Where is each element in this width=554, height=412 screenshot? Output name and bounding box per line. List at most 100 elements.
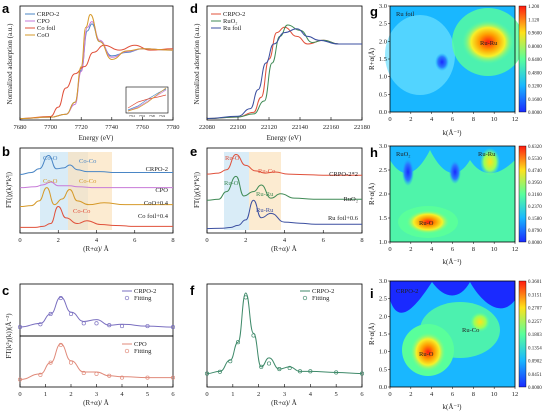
inset-tick-3: 7724 — [159, 114, 166, 118]
panel-f-legend: CRPO-2 Fitting — [300, 288, 334, 302]
xtick-label: 22080 — [199, 124, 215, 131]
heatmap-g-title: Ru foil — [396, 11, 414, 18]
fit-point — [17, 377, 23, 382]
ytick-label: 3.0 — [379, 3, 387, 10]
heatmap-h-spot-label-1: Ru-O — [419, 220, 434, 227]
colorbar-label: 0.9600 — [528, 32, 542, 37]
legend-f-crpo2: CRPO-2 — [312, 288, 334, 295]
heatmap-i-ylabel: R+α(Å) — [368, 322, 376, 345]
heatmap-h-ticks: 0 2 4 6 8 10 12 1.0 1.5 2.0 2.5 3.0 — [379, 143, 518, 253]
ytick-label: 2.5 — [379, 21, 387, 28]
xtick-label: 0 — [205, 391, 208, 398]
xtick-label: 4 — [430, 391, 434, 398]
ytick-label: 0.0 — [379, 109, 387, 116]
panel-e: e Ru-O Ru-Co Ru-O Ru-Ru Ru-Ru CRPO-2*2 R… — [190, 144, 364, 253]
panel-f-xticks: 0 1 2 3 4 5 6 — [205, 384, 364, 398]
colorbar-i — [518, 280, 527, 388]
colorbar-h — [518, 145, 527, 243]
series-label-e-crpo2: CRPO-2*2 — [329, 171, 358, 178]
legend-c-cpo: CPO — [134, 341, 147, 348]
colorbar-h-ticks: 0.6320 0.5530 0.4740 0.3950 0.3160 0.2370 0.15… — [528, 145, 542, 246]
xtick-label: 4 — [283, 237, 287, 244]
panel-d-frame — [206, 5, 363, 121]
colorbar-label: 0.4800 — [528, 71, 542, 76]
inset-curve-cpo — [127, 89, 167, 112]
heatmap-g-xlabel: k(Å⁻¹) — [442, 129, 462, 137]
colorbar-label: 0.2707 — [528, 307, 542, 312]
panel-e-xticks: 0 2 4 6 8 — [205, 230, 364, 244]
fit-point — [251, 333, 256, 338]
heatmap-h-peak2 — [480, 148, 500, 176]
fit-point — [359, 371, 365, 376]
fit-point — [170, 375, 176, 380]
legend-d-rufoil: Ru foil — [223, 25, 241, 32]
panel-d-ylabel: Normalized adsorption (a.u.) — [193, 23, 201, 105]
xtick-label: 4 — [95, 237, 99, 244]
colorbar-label: 0.0790 — [528, 229, 542, 234]
panel-label-g: g — [370, 4, 378, 19]
panel-a-legend: CRPO-2 CPO Co foil CoO — [25, 11, 59, 39]
band-co-co — [68, 152, 112, 230]
heatmap-h-ylabel: R+α(Å) — [368, 182, 376, 205]
panel-a-xlabel: Energy (eV) — [79, 134, 114, 142]
legend-f-fit: Fitting — [312, 295, 330, 302]
heatmap-h-spot-label-2: Ru-Ru — [478, 151, 496, 158]
panel-c-bottom-frame — [19, 335, 174, 388]
panel-label-f: f — [190, 283, 195, 298]
panel-d-legend: CRPO-2 RuO₂ Ru foil — [211, 11, 245, 32]
xtick-label: 7780 — [167, 124, 180, 131]
heatmap-g-dip — [435, 53, 449, 71]
fit-point — [17, 325, 23, 330]
series-label-crpo2: CRPO-2 — [146, 166, 168, 173]
xtick-label: 6 — [451, 116, 455, 123]
ytick-label: 3.0 — [379, 143, 387, 150]
series-line — [19, 14, 174, 120]
xtick-label: 10 — [491, 116, 498, 123]
fit-point — [38, 372, 43, 377]
panel-i: i CRPO-2 Ru-O Ru-Co 0.36010.31510.27070.… — [368, 278, 542, 411]
colorbar-g — [518, 5, 527, 113]
fit-point — [119, 375, 125, 380]
panel-c-xticks: 0 1 2 3 4 5 6 — [18, 384, 175, 398]
panel-c-xlabel: (R+α)/ Å — [83, 399, 109, 407]
panel-label-b: b — [2, 144, 10, 159]
panel-c-ylabel: FT(k²χ(k))(Å⁻³) — [5, 313, 13, 359]
xtick-label: 2 — [257, 391, 260, 398]
fit-point — [81, 321, 86, 326]
series-line — [20, 206, 173, 228]
xtick-label: 2 — [244, 237, 247, 244]
panel-a-xticks: 7680 7700 7720 7740 7760 7780 — [14, 117, 180, 131]
panel-b-xlabel: (R+α)/ Å — [83, 245, 109, 253]
annotation-ru-ru-rufoil: Ru-Ru — [256, 207, 274, 214]
xtick-label: 6 — [360, 391, 364, 398]
heatmap-g-spot-label: Ru-Ru — [480, 40, 498, 47]
fit-point — [235, 340, 241, 345]
xtick-label: 7740 — [105, 124, 118, 131]
colorbar-label: 0.3950 — [528, 181, 542, 186]
inset-curve-cofoil — [127, 94, 167, 109]
xtick-label: 22100 — [230, 124, 246, 131]
ytick-label: 2.0 — [379, 38, 387, 45]
ytick-label: 3.0 — [379, 278, 387, 285]
panel-b-ylabel: FT(|χ(k)*k²|) — [5, 171, 13, 208]
series-line — [206, 28, 362, 119]
ytick-label: 1.5 — [379, 331, 387, 338]
panel-a-curves — [19, 14, 174, 120]
panel-b: b Co-O Co-Co Co-O Co-Co Co-Co CRPO-2 CPO… — [2, 144, 175, 253]
legend-d-ruo2: RuO₂ — [223, 18, 238, 25]
fit-point — [81, 370, 86, 376]
annotation-co-o-coo: Co-O — [43, 178, 58, 185]
legend-cpo: CPO — [37, 18, 50, 25]
legend-marker-f-fit — [302, 295, 308, 301]
fit-point — [58, 295, 63, 301]
panel-b-curves — [19, 155, 173, 228]
panel-d: d CRPO-2 RuO₂ Ru foil 22080 22100 22120 221… — [190, 1, 370, 142]
legend-cofoil: Co foil — [37, 25, 55, 32]
xtick-label: 0 — [388, 246, 391, 253]
fit-point — [68, 311, 74, 317]
fit-point — [277, 367, 282, 372]
xtick-label: 8 — [472, 391, 475, 398]
colorbar-label: 0.3200 — [528, 85, 542, 90]
xtick-label: 6 — [451, 391, 455, 398]
